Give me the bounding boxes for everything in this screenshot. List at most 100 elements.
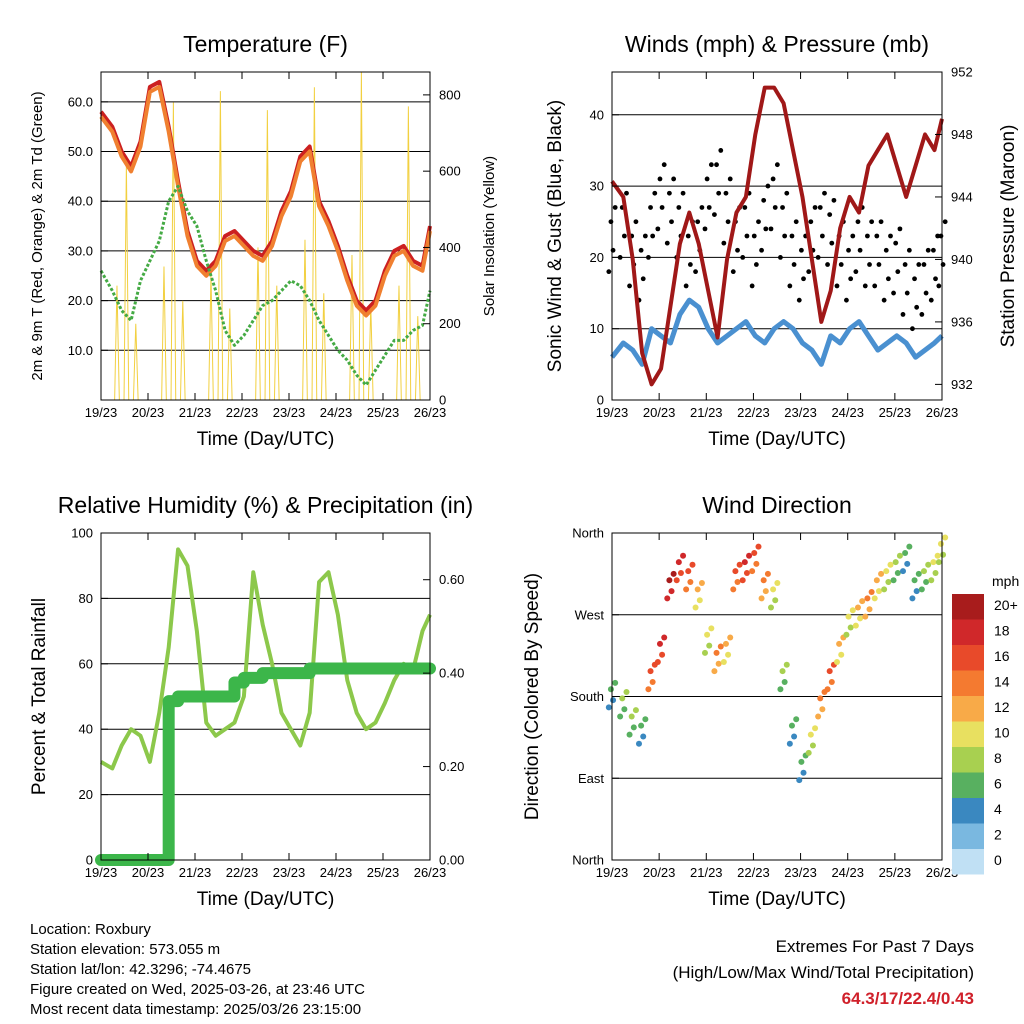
direction-point xyxy=(689,561,696,568)
gust-point xyxy=(642,233,648,239)
direction-point xyxy=(612,679,619,686)
direction-point xyxy=(628,713,635,720)
gust-point xyxy=(791,262,797,267)
solar-insolation-pulse xyxy=(226,308,233,401)
solar-insolation-pulse xyxy=(311,87,318,401)
gust-point xyxy=(782,233,788,239)
gust-point xyxy=(661,162,667,168)
temperature-panel: 19/23 20/23 21/23 22/23 23/23 24/23 25/23 26/23… xyxy=(29,31,498,450)
direction-point xyxy=(805,749,812,756)
gust-point xyxy=(657,176,663,182)
solar-insolation-pulse xyxy=(217,91,224,401)
x-tick-label: 26/23 xyxy=(414,405,447,420)
direction-point xyxy=(920,568,927,575)
gust-point xyxy=(848,276,854,282)
gust-point xyxy=(872,283,878,289)
direction-point xyxy=(849,607,856,614)
gust-point xyxy=(935,233,941,239)
gust-point xyxy=(831,197,837,203)
direction-point xyxy=(800,769,807,776)
y-tick-label: 30 xyxy=(590,179,604,194)
direction-point xyxy=(664,595,671,602)
solar-insolation-pulse xyxy=(273,285,280,401)
direction-point xyxy=(675,559,682,566)
direction-point xyxy=(635,740,642,747)
legend-title: mph xyxy=(992,573,1019,589)
direction-point xyxy=(812,725,819,732)
solar-insolation-pulse xyxy=(161,266,167,401)
direction-point xyxy=(666,577,673,584)
direction-point xyxy=(626,731,633,738)
direction-point xyxy=(722,640,729,647)
gust-point xyxy=(730,269,736,275)
direction-point xyxy=(923,579,930,586)
extremes-title: Extremes For Past 7 Days xyxy=(775,937,974,956)
direction-point xyxy=(843,631,850,638)
winds-pressure-panel: 19/23 20/23 21/23 22/23 23/23 24/23 25/23 26/23… xyxy=(545,31,1019,450)
x-tick-label: 19/23 xyxy=(596,865,629,880)
direction-point xyxy=(904,560,911,567)
x-tick-label: 20/23 xyxy=(643,865,676,880)
gust-point xyxy=(768,226,774,232)
gust-point xyxy=(610,247,616,253)
direction-point xyxy=(902,549,909,556)
legend-swatch xyxy=(952,849,984,875)
gust-point xyxy=(891,290,896,296)
direction-point xyxy=(824,686,831,693)
gust-point xyxy=(727,176,733,182)
direction-point xyxy=(847,624,854,631)
direction-point xyxy=(734,579,741,586)
y2-tick-label: 600 xyxy=(439,164,461,179)
gust-point xyxy=(817,205,823,210)
direction-point xyxy=(911,577,918,584)
gust-point xyxy=(772,205,778,210)
y-tick-label: North xyxy=(572,526,604,541)
solar-insolation-pulse xyxy=(179,300,186,401)
x-tick-label: 26/23 xyxy=(414,865,447,880)
gust-point xyxy=(671,176,677,182)
legend-swatch xyxy=(952,696,984,722)
direction-point xyxy=(638,722,645,729)
gust-point xyxy=(765,183,771,189)
extremes-box: Extremes For Past 7 Days (High/Low/Max W… xyxy=(673,934,974,1012)
direction-point xyxy=(749,568,756,575)
direction-point xyxy=(796,777,803,784)
gust-point xyxy=(897,226,903,232)
gust-point xyxy=(612,205,618,210)
gust-point xyxy=(853,269,859,275)
direction-point xyxy=(890,577,897,584)
x-tick-label: 21/23 xyxy=(179,865,212,880)
legend-label: 10 xyxy=(994,725,1010,741)
gust-point xyxy=(930,247,936,253)
y2-tick-label: 200 xyxy=(439,316,461,331)
chart-title: Relative Humidity (%) & Precipitation (i… xyxy=(58,492,473,518)
direction-point xyxy=(762,588,769,595)
y-tick-label: 20.0 xyxy=(68,293,93,308)
y-axis-label: 2m & 9m T (Red, Orange) & 2m Td (Green) xyxy=(29,91,46,380)
humidity-precip-panel: 19/23 20/23 21/23 22/23 23/23 24/23 25/23 26/23… xyxy=(29,492,473,910)
station-elevation: Station elevation: 573.055 m xyxy=(30,941,221,958)
legend-swatch xyxy=(952,670,984,696)
y-tick-label: 50.0 xyxy=(68,144,93,159)
direction-point xyxy=(706,642,713,649)
precip-line xyxy=(95,662,436,866)
direction-point xyxy=(937,540,944,547)
y2-tick-label: 0.20 xyxy=(439,759,464,774)
direction-point xyxy=(826,668,833,675)
gust-point xyxy=(702,226,708,232)
direction-point xyxy=(875,588,882,595)
gust-point xyxy=(806,269,812,275)
direction-point xyxy=(668,588,675,595)
x-tick-label: 21/23 xyxy=(690,405,723,420)
gust-point xyxy=(904,290,910,296)
direction-point xyxy=(906,543,913,550)
direction-point xyxy=(677,569,684,576)
y-tick-label: West xyxy=(575,607,605,622)
gust-point xyxy=(878,219,884,225)
x-tick-label: 22/23 xyxy=(226,865,259,880)
direction-point xyxy=(781,678,788,685)
x-tick-label: 25/23 xyxy=(879,865,912,880)
gust-point xyxy=(706,205,712,210)
x-tick-label: 22/23 xyxy=(737,405,770,420)
x-tick-label: 26/23 xyxy=(926,865,959,880)
